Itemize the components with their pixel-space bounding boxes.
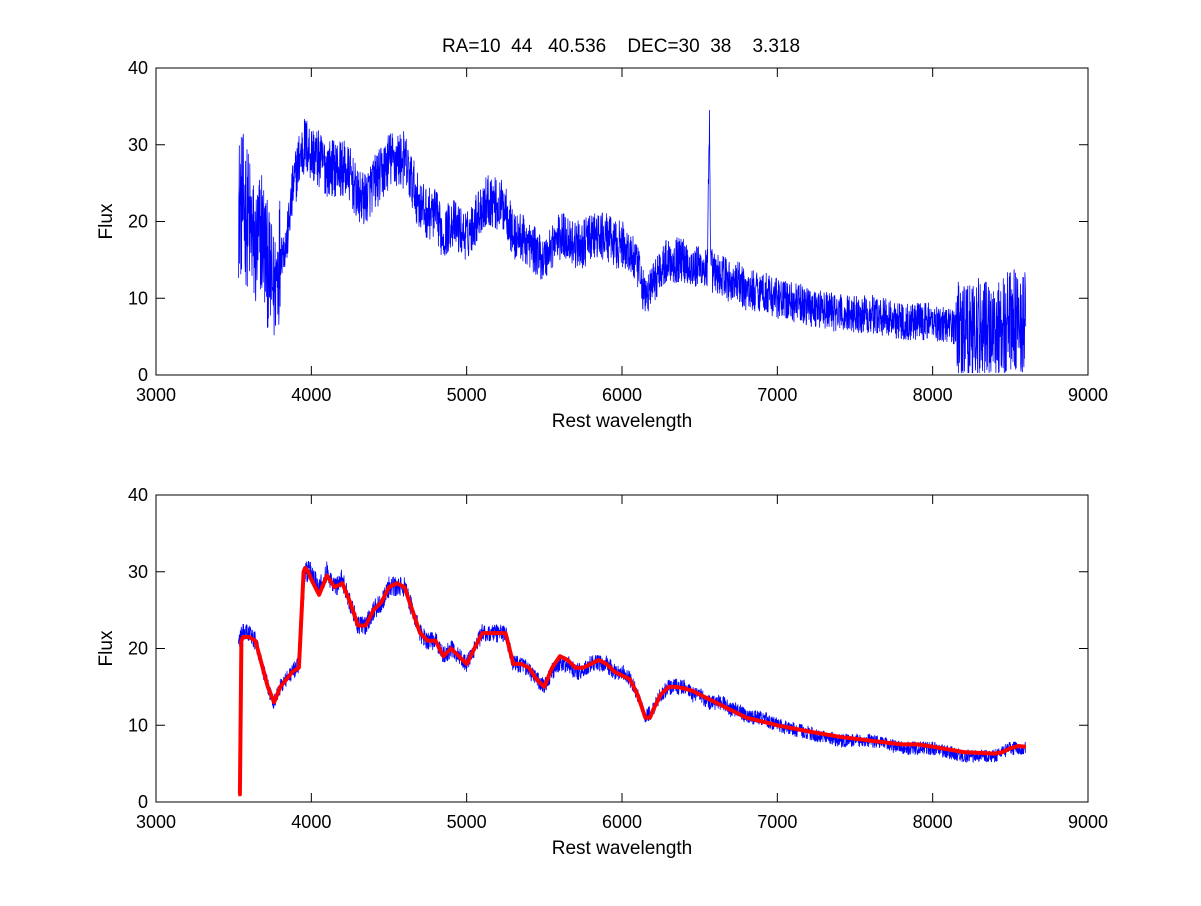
x-axis-label: Rest wavelength	[552, 838, 692, 859]
bottom-panel: 3000 4000 5000 6000 7000 8000 9000 0 10 20 30 40 Res…	[96, 485, 1108, 859]
x-tick-label: 9000	[1068, 812, 1108, 832]
y-tick-label: 40	[128, 58, 148, 78]
y-tick-label: 10	[128, 715, 148, 735]
x-tick-label: 3000	[136, 812, 176, 832]
x-tick-label: 5000	[447, 812, 487, 832]
spectrum-series-line	[237, 109, 1027, 374]
x-axis-label: Rest wavelength	[552, 411, 692, 432]
axes-box	[155, 494, 1089, 803]
model-fit-series-line	[237, 565, 1027, 797]
y-tick-label: 0	[138, 792, 148, 812]
x-tick-label: 7000	[757, 812, 797, 832]
x-tick-label: 8000	[913, 812, 953, 832]
y-tick-label: 10	[128, 288, 148, 308]
x-tick-label: 4000	[291, 812, 331, 832]
y-axis-label: Flux	[96, 203, 117, 239]
chart-title: RA=10 44 40.536 DEC=30 38 3.318	[442, 36, 800, 57]
x-tick-label: 4000	[291, 385, 331, 405]
top-panel: 3000 4000 5000 6000 7000 8000 9000 0 10 20 30 40 Res…	[96, 58, 1108, 432]
x-tick-label: 6000	[602, 385, 642, 405]
y-tick-label: 30	[128, 135, 148, 155]
x-tick-label: 6000	[602, 812, 642, 832]
x-tick-label: 8000	[913, 385, 953, 405]
y-tick-label: 40	[128, 485, 148, 505]
y-axis-label: Flux	[96, 630, 117, 666]
y-tick-label: 0	[138, 365, 148, 385]
spectrum-series-line	[237, 560, 1027, 763]
x-tick-label: 3000	[136, 385, 176, 405]
y-tick-label: 30	[128, 562, 148, 582]
y-tick-label: 20	[128, 212, 148, 232]
x-tick-label: 7000	[757, 385, 797, 405]
x-tick-label: 5000	[447, 385, 487, 405]
x-tick-label: 9000	[1068, 385, 1108, 405]
y-tick-label: 20	[128, 639, 148, 659]
